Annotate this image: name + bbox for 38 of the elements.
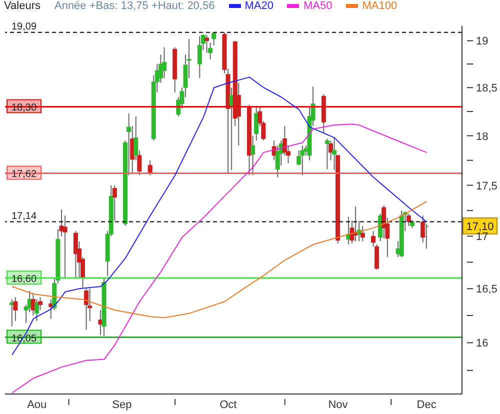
candlestick <box>250 135 256 176</box>
line-series <box>12 124 428 394</box>
legend-label: MA20 <box>244 0 274 12</box>
ref-line-label: 19,09 <box>11 21 37 32</box>
legend-label: MA50 <box>302 0 332 12</box>
candlestick <box>424 223 429 250</box>
ref-line-label: 17,62 <box>11 169 37 180</box>
x-tick-label: Sep <box>112 399 132 411</box>
y-tick-label: 17,5 <box>476 180 498 192</box>
x-tick-label: Dec <box>416 399 437 411</box>
candlestick <box>332 137 337 171</box>
x-tick-label: Aou <box>27 399 47 411</box>
x-tick-label: Oct <box>220 399 237 411</box>
candlestick <box>162 46 166 79</box>
legend-label: MA100 <box>361 0 398 12</box>
candlestick <box>148 160 152 176</box>
y-tick-label: 19 <box>476 36 488 48</box>
y-tick-label: 16 <box>476 338 488 350</box>
candlestick <box>254 106 259 142</box>
x-tick-label: Nov <box>328 399 348 411</box>
candlestick <box>84 288 89 330</box>
line-series <box>12 200 428 318</box>
candlestick <box>73 230 78 279</box>
y-tick-label: 18 <box>476 130 488 143</box>
y-tick-label: 16,5 <box>476 284 498 296</box>
candlestick <box>300 145 305 176</box>
candlestick <box>212 32 216 46</box>
candlestick <box>324 138 330 170</box>
legend-title: Valeurs <box>4 0 40 12</box>
line-series <box>12 76 428 356</box>
text: Année +Bas: 13,75 +Haut: 20,56 <box>54 0 215 12</box>
y-tick-label: 17 <box>476 231 488 244</box>
candlestick <box>360 225 365 242</box>
candlestick <box>204 34 210 54</box>
ref-line-label: 17,14 <box>11 210 37 222</box>
candlestick <box>197 36 202 79</box>
y-tick-label: 18,5 <box>476 82 498 95</box>
annotation: 17,10 <box>466 220 494 233</box>
